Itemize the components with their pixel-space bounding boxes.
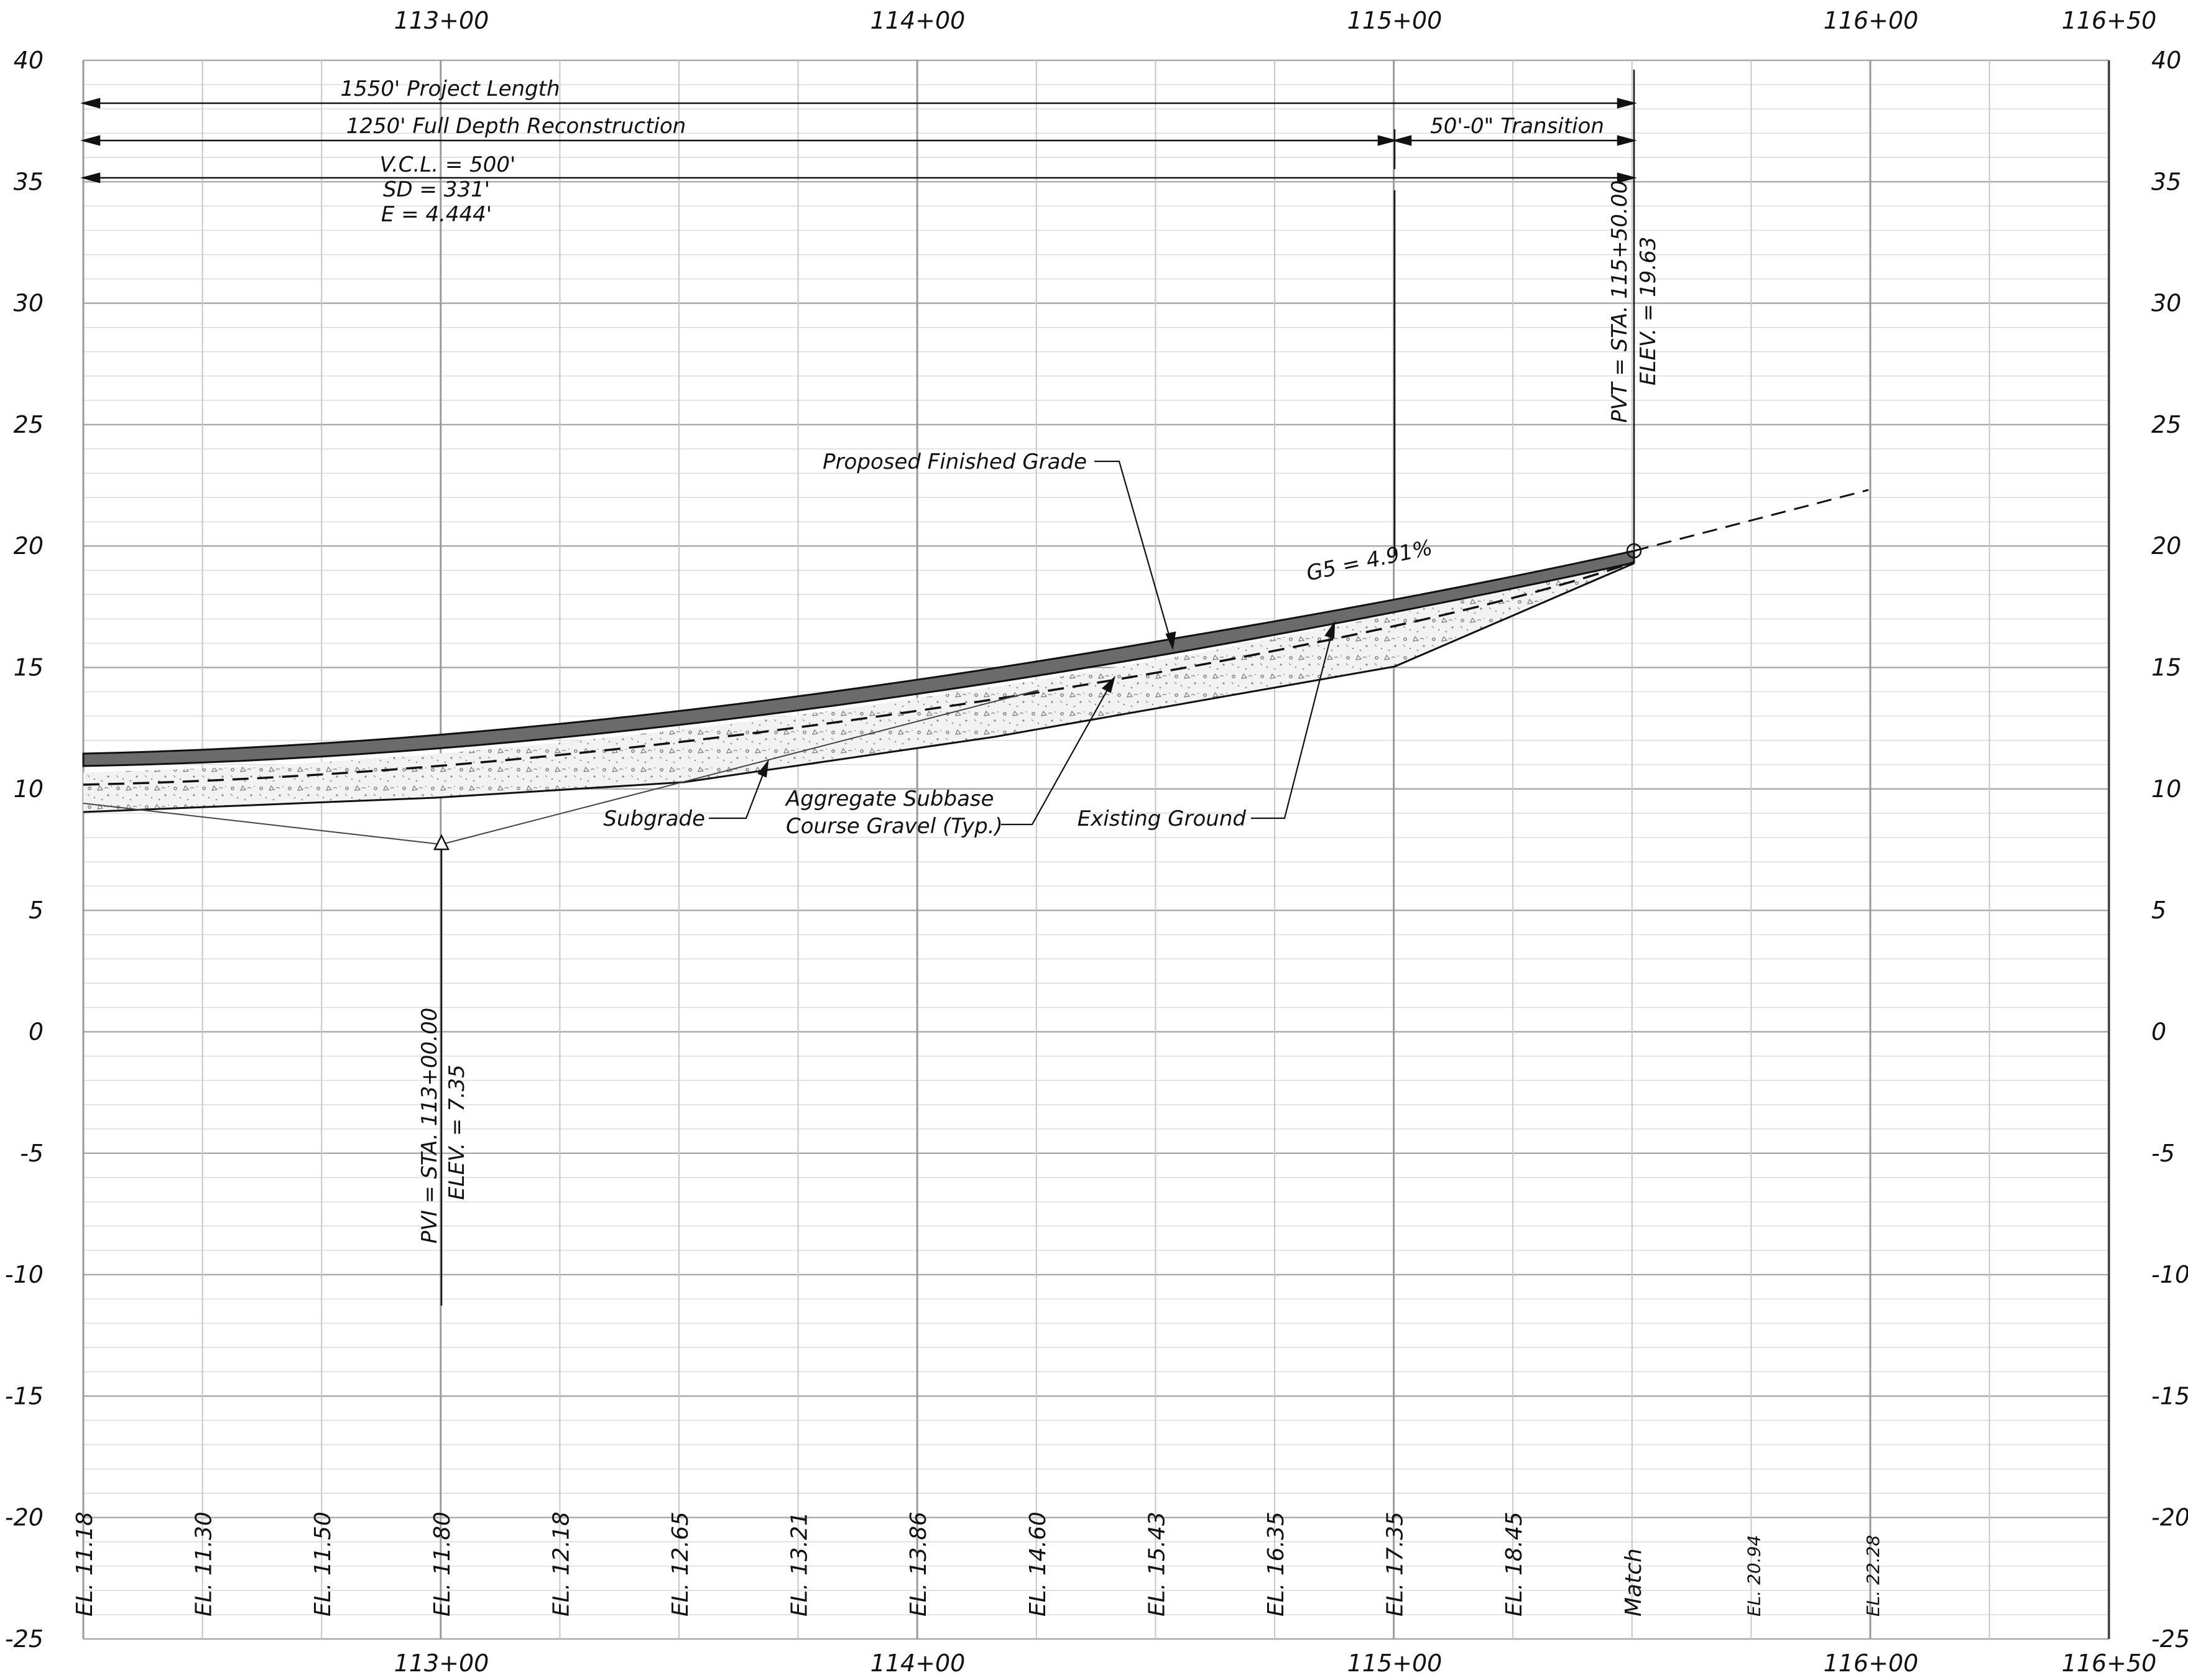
aggregate-callout-line2: Course Gravel (Typ.) [786, 814, 1003, 839]
full-depth-label: 1250' Full Depth Reconstruction [346, 114, 686, 139]
elevation-label-right: 15 [2151, 654, 2181, 681]
bottom-elevation-label: EL. 16.35 [1263, 1512, 1289, 1617]
bottom-elevation-label: EL. 17.35 [1383, 1512, 1408, 1617]
elevation-label-left: -5 [20, 1140, 44, 1167]
elevation-label-left: 25 [14, 411, 44, 438]
elevation-label-left: 5 [29, 897, 44, 924]
transition-label: 50'-0" Transition [1430, 114, 1604, 139]
back-tangent [83, 803, 442, 845]
pvi-station-label: PVI = STA. 113+00.00 [417, 1008, 442, 1244]
station-labels-bottom: 113+00 114+00 115+00 116+00 116+50 [394, 1650, 2157, 1677]
elevation-label-right: -5 [2151, 1140, 2175, 1167]
bottom-elevation-label: Match [1621, 1548, 1646, 1617]
elevation-label-right: 40 [2151, 47, 2181, 74]
elevation-label-left: 35 [14, 168, 44, 195]
station-top-11400: 114+00 [870, 7, 966, 34]
e-label: E = 4.444' [381, 202, 492, 227]
elevation-label-left: 30 [14, 290, 44, 317]
bottom-elevation-labels: EL. 11.18 EL. 11.30 EL. 11.50 EL. 11.80 EL. … [72, 1512, 1883, 1617]
pvi-elev-label: ELEV. = 7.35 [445, 1064, 469, 1200]
elevation-label-right: 10 [2151, 775, 2181, 803]
bottom-elevation-label: EL. 14.60 [1025, 1512, 1051, 1617]
sd-label: SD = 331' [383, 177, 490, 202]
elevation-label-right: 25 [2151, 411, 2181, 438]
elevation-label-left: 10 [14, 775, 44, 803]
aggregate-callout-line1: Aggregate Subbase [785, 787, 994, 811]
elevation-label-right: -10 [2151, 1261, 2188, 1288]
station-labels-top: 113+00 114+00 115+00 116+00 116+50 [394, 7, 2157, 34]
pvt-elev-label: ELEV. = 19.63 [1636, 236, 1661, 385]
station-bottom-11650: 116+50 [2062, 1650, 2157, 1677]
elevation-labels-left: 40 35 30 25 20 15 10 5 0 -5 -10 -15 -20 -25 [5, 47, 44, 1653]
grade-label: G5 = 4.91% [1304, 535, 1435, 586]
callout-leaders [709, 460, 1336, 826]
bottom-elevation-label: EL. 11.50 [310, 1512, 336, 1617]
forward-tangent-dashed [1633, 489, 1869, 552]
elevation-label-left: -15 [5, 1382, 44, 1410]
station-bottom-11600: 116+00 [1824, 1650, 1919, 1677]
elevation-label-left: -25 [5, 1625, 44, 1653]
elevation-label-right: 35 [2151, 168, 2181, 195]
elevation-label-left: 0 [29, 1018, 44, 1045]
vcl-label: V.C.L. = 500' [380, 152, 516, 177]
bottom-elevation-label-beyond: EL. 22.28 [1863, 1535, 1883, 1617]
elevation-label-left: 15 [14, 654, 44, 681]
elevation-label-right: -15 [2151, 1382, 2188, 1410]
station-top-11500: 115+00 [1347, 7, 1443, 34]
elevation-label-left: -10 [5, 1261, 44, 1288]
station-top-11300: 113+00 [394, 7, 489, 34]
pvt-station-label: PVT = STA. 115+50.00 [1607, 180, 1632, 423]
existing-ground-line [83, 562, 1635, 813]
bottom-elevation-label-beyond: EL. 20.94 [1743, 1535, 1764, 1617]
elevation-label-right: 20 [2151, 532, 2181, 560]
finished-grade-callout: Proposed Finished Grade [823, 450, 1087, 474]
elevation-label-left: 20 [14, 532, 44, 560]
dimension-lines [80, 98, 1637, 183]
elevation-label-right: 0 [2151, 1018, 2166, 1045]
bottom-elevation-label: EL. 11.80 [430, 1512, 455, 1617]
station-top-11650: 116+50 [2062, 7, 2157, 34]
pvt-marker-icon [1626, 543, 1642, 559]
project-length-label: 1550' Project Length [340, 76, 560, 101]
aggregate-subbase-hatch [83, 562, 1634, 812]
bottom-elevation-label: EL. 12.18 [548, 1512, 574, 1617]
station-bottom-11300: 113+00 [394, 1650, 489, 1677]
elevation-labels-right: 40 35 30 25 20 15 10 5 0 -5 -10 -15 -20 -25 [2151, 47, 2188, 1653]
elevation-label-right: -20 [2151, 1504, 2188, 1531]
bottom-elevation-label: EL. 11.18 [72, 1512, 98, 1617]
station-top-11600: 116+00 [1824, 7, 1919, 34]
station-bottom-11400: 114+00 [870, 1650, 966, 1677]
elevation-label-left: -20 [5, 1504, 44, 1531]
existing-ground-callout: Existing Ground [1078, 806, 1247, 831]
elevation-label-right: 5 [2151, 897, 2166, 924]
subgrade-callout: Subgrade [603, 806, 705, 831]
bottom-elevation-label: EL. 13.86 [906, 1512, 931, 1617]
bottom-elevation-label: EL. 13.21 [787, 1512, 813, 1617]
bottom-elevation-label: EL. 15.43 [1144, 1512, 1170, 1617]
bottom-elevation-label: EL. 18.45 [1502, 1512, 1527, 1617]
station-bottom-11500: 115+00 [1347, 1650, 1443, 1677]
pvi-tangent [441, 690, 1039, 845]
bottom-elevation-label: EL. 12.65 [668, 1512, 693, 1617]
bottom-elevation-label: EL. 11.30 [192, 1512, 217, 1617]
elevation-label-left: 40 [14, 47, 44, 74]
pvi-marker-icon [433, 834, 450, 851]
grid [82, 59, 2110, 1640]
elevation-label-right: 30 [2151, 290, 2181, 317]
elevation-label-right: -25 [2151, 1625, 2188, 1653]
